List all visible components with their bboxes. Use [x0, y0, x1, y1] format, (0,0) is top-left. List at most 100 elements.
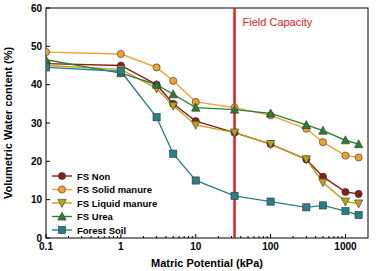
x-minor-tick — [231, 236, 232, 238]
data-point — [169, 90, 177, 98]
y-tick-label: 50 — [31, 41, 43, 52]
data-point — [192, 121, 200, 129]
annotation-line-group — [234, 8, 235, 238]
y-tick — [46, 161, 50, 162]
legend-marker — [58, 172, 65, 179]
x-minor-tick — [156, 236, 157, 238]
y-tick — [46, 46, 50, 47]
x-minor-tick — [306, 236, 307, 238]
legend-marker — [58, 226, 65, 233]
y-tick-label: 30 — [31, 118, 43, 129]
data-point — [46, 64, 50, 71]
x-minor-tick — [117, 236, 118, 238]
data-point — [153, 81, 160, 88]
data-point — [342, 208, 349, 215]
data-point — [319, 126, 327, 134]
data-point — [170, 77, 177, 84]
data-point — [266, 140, 274, 148]
chart: 01020304050600.11101001000Matric Potenti… — [0, 0, 377, 271]
x-tick — [46, 234, 47, 238]
x-minor-tick — [81, 236, 82, 238]
data-point — [153, 64, 160, 71]
x-minor-tick — [328, 236, 329, 238]
data-point — [117, 50, 124, 57]
x-minor-tick — [113, 236, 114, 238]
x-minor-tick — [192, 236, 193, 238]
x-tick-label: 1000 — [334, 241, 357, 252]
y-tick — [46, 8, 50, 9]
legend-label: FS Solid manure — [77, 184, 152, 195]
x-minor-tick — [259, 236, 260, 238]
data-point — [303, 156, 310, 163]
legend-marker — [58, 212, 66, 220]
annotation-text: Field Capacity — [243, 16, 313, 28]
x-minor-tick — [188, 236, 189, 238]
x-minor-tick — [173, 236, 174, 238]
data-point — [192, 103, 200, 111]
x-minor-tick — [165, 236, 166, 238]
legend-label: Forest Soil — [77, 225, 126, 236]
data-point — [355, 154, 362, 161]
x-minor-tick — [218, 236, 219, 238]
x-minor-tick — [267, 236, 268, 238]
series-line — [46, 64, 359, 194]
series-line — [46, 67, 359, 215]
data-point — [169, 102, 177, 110]
data-point — [319, 179, 327, 187]
data-point — [153, 114, 160, 121]
x-tick — [345, 234, 346, 238]
legend: FS NonFS Solid manureFS Liquid manureFS … — [52, 171, 157, 236]
y-tick — [46, 123, 50, 124]
data-point — [319, 139, 326, 146]
x-minor-tick — [68, 236, 69, 238]
x-axis-label: Matric Potential (kPa) — [151, 257, 263, 269]
data-point — [231, 129, 238, 136]
x-minor-tick — [263, 236, 264, 238]
data-point — [342, 152, 349, 159]
legend-label: FS Non — [77, 171, 110, 182]
x-minor-tick — [91, 236, 92, 238]
series-line — [46, 60, 359, 144]
data-point — [355, 211, 362, 218]
data-point — [341, 198, 349, 206]
data-group — [46, 48, 363, 218]
x-tick-label: 100 — [262, 241, 279, 252]
data-point — [152, 80, 160, 88]
series-line — [46, 52, 359, 157]
y-axis-label: Volumetric Water content (%) — [2, 47, 14, 200]
data-point — [267, 140, 274, 147]
x-minor-tick — [322, 236, 323, 238]
data-point — [46, 48, 50, 55]
data-point — [192, 177, 199, 184]
y-tick-label: 10 — [31, 194, 43, 205]
data-point — [354, 140, 362, 148]
data-point — [266, 109, 274, 117]
x-minor-tick — [109, 236, 110, 238]
data-point — [231, 192, 238, 199]
annotation-line — [233, 8, 236, 238]
data-point — [354, 200, 362, 208]
x-tick — [195, 234, 196, 238]
legend-marker — [58, 186, 65, 193]
data-point — [342, 188, 349, 195]
x-minor-tick — [333, 236, 334, 238]
x-tick — [270, 234, 271, 238]
x-minor-tick — [104, 236, 105, 238]
plot-frame — [46, 8, 368, 238]
x-minor-tick — [338, 236, 339, 238]
data-point — [319, 202, 326, 209]
y-tick-label: 20 — [31, 156, 43, 167]
x-minor-tick — [184, 236, 185, 238]
y-tick-label: 40 — [31, 79, 43, 90]
data-point — [341, 136, 349, 144]
legend-label: FS Urea — [77, 211, 114, 222]
x-minor-tick — [98, 236, 99, 238]
y-tick — [46, 84, 50, 85]
x-minor-tick — [240, 236, 241, 238]
data-point — [230, 105, 238, 113]
y-tick — [46, 238, 50, 239]
data-point — [117, 68, 124, 75]
legend-marker — [58, 199, 66, 207]
data-point — [302, 156, 310, 164]
y-tick-label: 60 — [31, 3, 43, 14]
